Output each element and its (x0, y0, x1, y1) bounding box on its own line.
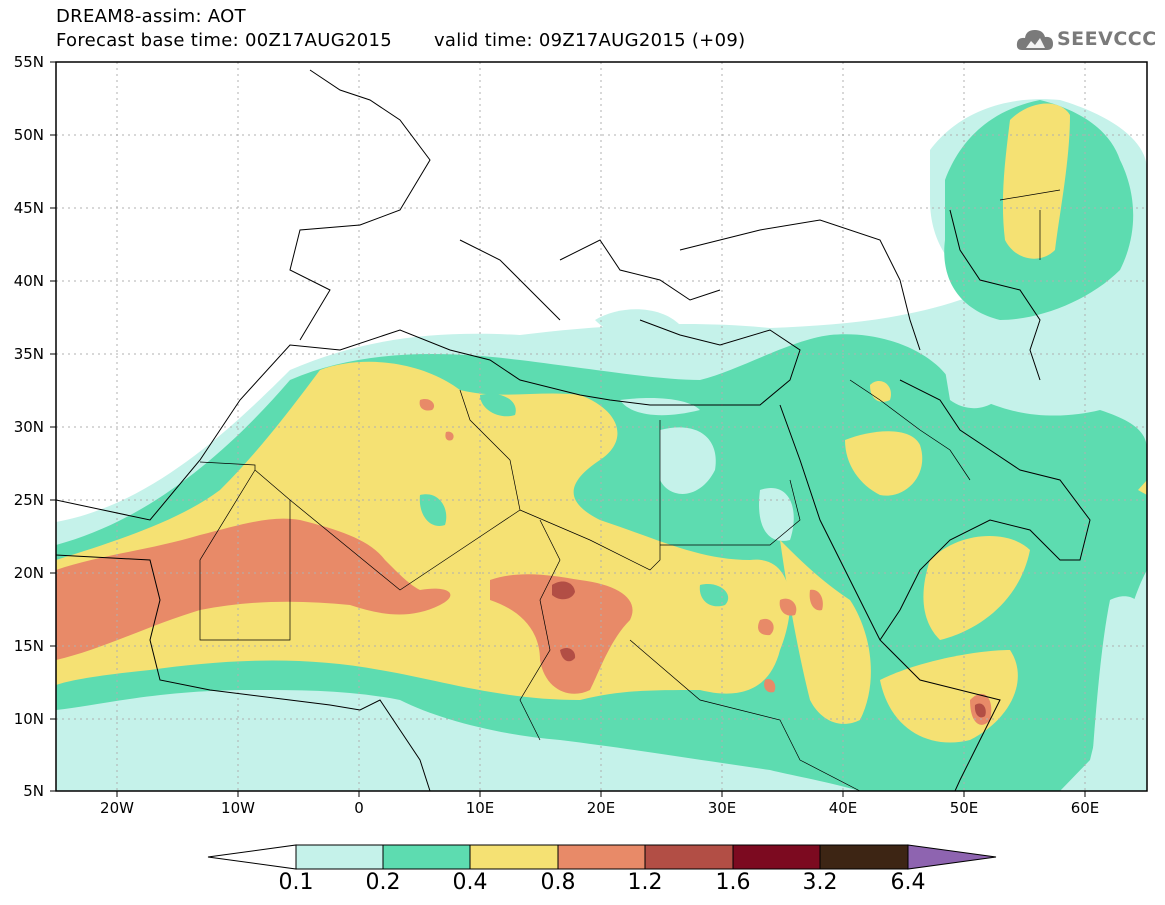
map-title: DREAM8-assim: AOT (56, 6, 246, 27)
time-info: Forecast base time: 00Z17AUG2015 valid ti… (56, 30, 745, 51)
base-time: Forecast base time: 00Z17AUG2015 (56, 30, 392, 51)
aot-band-1.2 (552, 581, 986, 718)
lat-label: 45N (13, 199, 44, 217)
colorbar-swatch (469, 844, 559, 870)
lon-label: 40E (828, 799, 858, 817)
lat-label: 10N (13, 710, 44, 728)
colorbar-swatch (819, 844, 909, 870)
lat-label: 5N (23, 782, 44, 800)
colorbar-swatch (557, 844, 646, 870)
country-borders (199, 189, 1061, 791)
coastlines (56, 69, 1091, 791)
lon-label: 20E (586, 799, 616, 817)
colorbar-swatch (644, 844, 734, 870)
aot-contours (56, 99, 1147, 791)
colorbar-label: 6.4 (890, 870, 926, 895)
lat-label: 15N (13, 637, 44, 655)
axis-ticks (50, 61, 1086, 797)
lon-label: 60E (1070, 799, 1100, 817)
lat-label: 55N (13, 53, 44, 71)
colorbar-label: 1.6 (715, 870, 751, 895)
colorbar-label: 0.1 (278, 870, 314, 895)
gridlines (56, 62, 1147, 791)
lat-label: 30N (13, 418, 44, 436)
seevccc-logo (1016, 24, 1156, 56)
colorbar-high-arrow (907, 844, 997, 870)
lat-label: 25N (13, 491, 44, 509)
colorbar-label: 0.2 (365, 870, 401, 895)
logo-text: SEEVCCC (1057, 28, 1157, 50)
aot-hole-patches (620, 337, 1147, 791)
lon-label: 10W (221, 799, 255, 817)
colorbar-low-arrow (207, 844, 297, 870)
lat-label: 50N (13, 126, 44, 144)
lon-label: 50E (949, 799, 979, 817)
cloud-icon (1016, 30, 1053, 50)
lon-label: 20W (100, 799, 134, 817)
lon-label: 10E (465, 799, 495, 817)
colorbar-swatch (732, 844, 821, 870)
colorbar-label: 0.4 (452, 870, 488, 895)
aot-green-patches (419, 393, 729, 607)
colorbar-label: 1.2 (627, 870, 663, 895)
lat-label: 35N (13, 345, 44, 363)
lat-label: 20N (13, 564, 44, 582)
aot-band-0.8 (56, 399, 992, 725)
valid-time: valid time: 09Z17AUG2015 (+09) (433, 30, 746, 51)
colorbar-label: 0.8 (540, 870, 576, 895)
colorbar-swatch (295, 844, 384, 870)
lon-label: 0 (354, 799, 364, 817)
colorbar-label: 3.2 (802, 870, 838, 895)
lon-label: 30E (707, 799, 737, 817)
colorbar (207, 844, 997, 870)
lat-label: 40N (13, 272, 44, 290)
colorbar-swatch (382, 844, 471, 870)
